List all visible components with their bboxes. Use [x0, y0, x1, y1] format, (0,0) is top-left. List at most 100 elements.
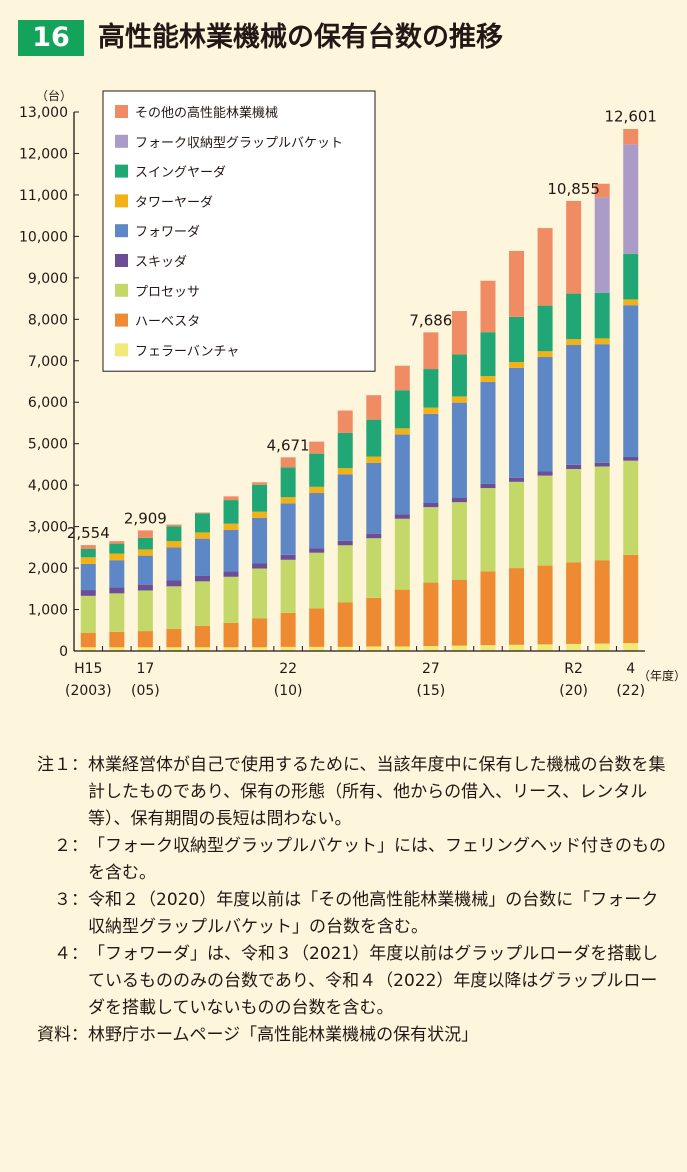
x-tick-label-sub: (2003): [65, 683, 112, 699]
legend-swatch: [115, 313, 128, 327]
bar-segment: [194, 512, 210, 514]
bar-segment: [394, 514, 410, 519]
bar-segment: [252, 482, 268, 485]
bar-segment: [337, 410, 353, 433]
bar-segment: [394, 428, 410, 435]
bar-segment: [480, 571, 496, 646]
y-tick-label: 5,000: [28, 437, 68, 453]
bar-segment: [566, 464, 582, 469]
bar-segment: [366, 538, 382, 598]
legend-label: その他の高性能林業機械: [135, 105, 278, 121]
figure-title: 高性能林業機械の保有台数の推移: [98, 22, 503, 53]
bar-segment: [366, 395, 382, 420]
bar-segment: [109, 543, 125, 554]
bar-segment: [594, 462, 610, 467]
bar-segment: [109, 631, 125, 648]
bar-segment: [566, 345, 582, 465]
bar-segment: [280, 559, 296, 613]
bar-segment: [594, 643, 610, 651]
x-tick-label: H15: [74, 661, 102, 677]
bar-segment: [394, 518, 410, 590]
bar-segment: [166, 629, 182, 648]
bar-segment: [252, 647, 268, 651]
bar-segment: [366, 462, 382, 534]
note-text: 林野庁ホームページ「高性能林業機械の保有状況」: [88, 1025, 479, 1045]
bar-segment: [594, 466, 610, 561]
legend-swatch: [115, 105, 128, 118]
bar-segment: [594, 183, 610, 198]
bar-segment: [451, 579, 467, 646]
bar-segment: [623, 299, 639, 306]
bar-segment: [566, 643, 582, 651]
x-tick-label: R2: [564, 661, 583, 677]
bar-segment: [109, 647, 125, 651]
bar-segment: [137, 530, 153, 538]
legend-swatch: [115, 194, 128, 208]
bars-layer: [80, 128, 639, 651]
axes-layer: [73, 111, 645, 652]
bar-segment: [509, 568, 525, 645]
bar-segment: [252, 511, 268, 518]
bar-segment: [480, 332, 496, 377]
bar-segment: [337, 468, 353, 475]
bar-segment: [509, 481, 525, 569]
bar-segment: [223, 496, 239, 501]
legend-label: タワーヤーダ: [135, 195, 213, 210]
note-label: ２：: [54, 836, 88, 856]
bar-segment: [280, 467, 296, 498]
bar-segment: [480, 483, 496, 489]
bar-segment: [80, 557, 96, 564]
bar-segment: [423, 369, 439, 408]
total-label: 12,601: [604, 108, 657, 126]
note-label: ４：: [54, 944, 88, 964]
bar-segment: [537, 475, 553, 566]
bar-segment: [109, 541, 125, 544]
bar-segment: [623, 253, 639, 300]
x-tick-label-sub: (05): [131, 683, 160, 699]
y-tick-label: 2,000: [28, 561, 68, 577]
bar-segment: [337, 432, 353, 469]
y-tick-label: 6,000: [28, 395, 68, 411]
y-axis-unit: （台）: [36, 88, 72, 103]
legend-label: ハーベスタ: [135, 315, 200, 330]
bar-segment: [309, 453, 325, 487]
notes-section: 注１： 林業経営体が自己で使用するために、当該年度中に保有した機械の台数を集計した…: [22, 752, 672, 1049]
bar-segment: [537, 471, 553, 476]
x-tick-label: 27: [422, 661, 440, 677]
bar-segment: [537, 305, 553, 352]
bar-segment: [166, 580, 182, 587]
bar-segment: [623, 305, 639, 457]
bar-segment: [509, 644, 525, 651]
y-tick-label: 0: [59, 644, 68, 660]
bar-segment: [80, 563, 96, 591]
bar-segment: [166, 547, 182, 581]
bar-segment: [309, 646, 325, 651]
bar-segment: [194, 625, 210, 648]
bar-segment: [223, 622, 239, 648]
total-label: 4,671: [267, 436, 310, 454]
bar-segment: [337, 545, 353, 603]
note-item: 資料： 林野庁ホームページ「高性能林業機械の保有状況」: [22, 1022, 672, 1049]
bar-segment: [480, 376, 496, 382]
bar-segment: [252, 618, 268, 648]
y-tick-label: 9,000: [28, 271, 68, 287]
bar-segment: [451, 354, 467, 397]
bar-segment: [366, 646, 382, 651]
bar-segment: [537, 644, 553, 651]
figure-number-badge: 16: [18, 20, 84, 56]
note-text: 「フォーク収納型グラップルバケット」には、フェリングヘッド付きのものを含む。: [88, 836, 666, 883]
legend-swatch: [115, 134, 128, 148]
bar-segment: [137, 584, 153, 591]
bar-segment: [223, 523, 239, 530]
legend-label: スキッダ: [135, 255, 187, 270]
bar-segment: [252, 517, 268, 564]
bar-segment: [137, 537, 153, 550]
bar-segment: [223, 647, 239, 651]
bar-segment: [423, 507, 439, 583]
bar-segment: [566, 293, 582, 340]
bar-segment: [252, 563, 268, 569]
bar-segment: [451, 502, 467, 580]
note-item: 注１： 林業経営体が自己で使用するために、当該年度中に保有した機械の台数を集計した…: [22, 752, 672, 833]
legend-box: [102, 90, 376, 372]
bar-segment: [109, 560, 125, 588]
